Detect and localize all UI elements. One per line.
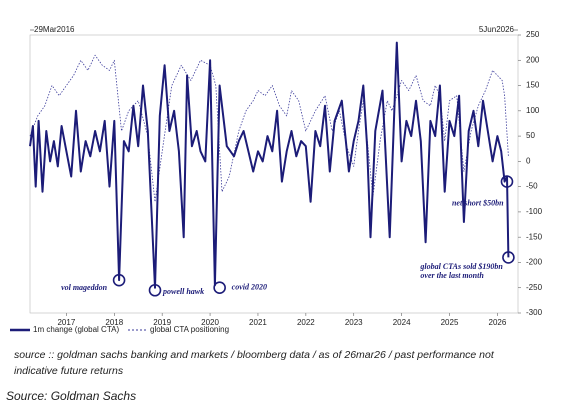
annotation-circle [213,281,226,295]
caption: source :: goldman sachs banking and mark… [14,349,495,361]
annotation-circle [148,283,162,297]
series-line [29,41,510,289]
annotation: net short $50bn [452,198,504,207]
legend-label: global CTA positioning [150,325,229,334]
y-tick-label: -50 [526,182,538,191]
annotation-circle [500,175,514,188]
x-tick-label: 2024 [393,318,411,327]
x-tick-label: 2020 [201,318,219,327]
annotation: powell hawk [162,287,204,296]
source: Source: Goldman Sachs [6,389,136,403]
annotation-circle [502,251,515,264]
annotation: global CTAs sold $190bn [419,262,503,271]
y-tick-label: 150 [526,81,540,90]
x-tick-label: 2023 [345,318,363,327]
annotation: vol mageddon [61,283,108,292]
y-tick-label: -300 [526,308,543,317]
y-tick-label: 50 [526,131,535,140]
annotation-circle [112,273,126,287]
y-tick-label: -250 [526,283,543,292]
legend-label: 1m change (global CTA) [33,325,119,334]
x-tick-label: 2017 [57,318,75,327]
y-tick-label: -100 [526,207,543,216]
y-tick-label: 100 [526,106,540,115]
x-tick-label: 2025 [441,318,459,327]
x-tick-label: 2019 [153,318,171,327]
y-tick-label: -200 [526,258,543,267]
y-tick-label: 250 [526,30,540,39]
x-tick-label: 2026 [489,318,507,327]
x-tick-label: 2022 [297,318,315,327]
annotation: covid 2020 [232,283,267,292]
y-tick-label: 200 [526,55,540,64]
y-tick-label: -150 [526,232,543,241]
annotation: over the last month [420,271,484,280]
start-date-label: 29Mar2016 [34,25,75,34]
y-tick-label: 0 [526,156,531,165]
plot-frame [29,34,519,314]
x-tick-label: 2018 [105,318,123,327]
x-tick-label: 2021 [249,318,267,327]
end-date-label: 5Jun2026 [479,25,515,34]
caption: indicative future returns [14,365,124,377]
series-line [29,54,509,203]
